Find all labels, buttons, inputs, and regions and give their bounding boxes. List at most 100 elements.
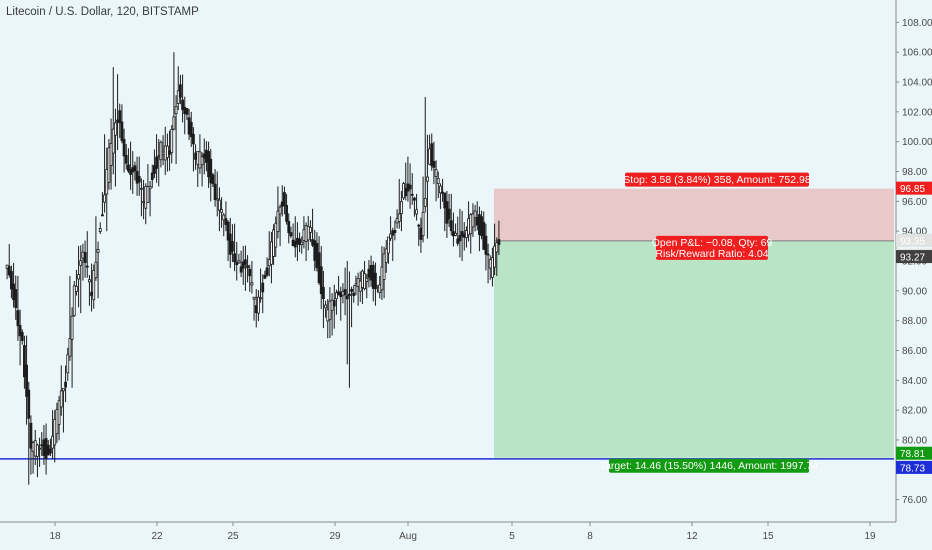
candle-body <box>189 121 193 138</box>
target-zone[interactable] <box>494 240 894 458</box>
candle-body <box>226 221 230 241</box>
candle-body <box>354 283 358 287</box>
candle-body <box>460 231 464 237</box>
candle-body <box>218 199 221 211</box>
candle-body <box>267 259 271 267</box>
candle-body <box>241 261 245 269</box>
candle-body <box>423 198 427 207</box>
candle-body <box>179 84 182 98</box>
candle-body <box>330 299 334 311</box>
candle-body <box>408 184 412 190</box>
candle-body <box>237 260 241 264</box>
candle-body <box>27 389 31 419</box>
candle-body <box>159 141 163 161</box>
candle-body <box>176 90 180 104</box>
candle-body <box>261 282 265 293</box>
candle-body <box>270 241 273 265</box>
x-tick-label: 25 <box>227 531 239 542</box>
candle-body <box>135 170 139 184</box>
candle-body <box>361 270 364 288</box>
price-tag-label-stop: 96.85 <box>900 184 925 195</box>
candle-body <box>315 242 319 268</box>
price-tag-stop <box>896 181 932 195</box>
candle-body <box>432 161 436 168</box>
price-tag-target <box>896 446 932 460</box>
y-tick-label: 90.00 <box>902 286 927 297</box>
pnl-box[interactable] <box>656 235 768 260</box>
candle-body <box>382 253 386 280</box>
candle-body <box>289 232 293 237</box>
candle-body <box>31 442 35 452</box>
price-tag-label-target: 78.81 <box>900 449 925 460</box>
candle-body <box>111 128 115 154</box>
candle-body <box>107 147 111 183</box>
candle-body <box>142 201 145 204</box>
stop-label-box[interactable] <box>625 172 809 187</box>
candle-body <box>148 186 152 190</box>
candle-body <box>131 167 135 173</box>
candle-body <box>83 252 87 263</box>
candle-body <box>85 265 89 268</box>
candle-body <box>170 129 174 154</box>
candle-body <box>64 381 67 388</box>
candle-body <box>304 225 308 242</box>
candle-body <box>343 289 347 296</box>
candle-body <box>326 309 330 322</box>
candle-body <box>161 151 165 155</box>
candle-body <box>280 201 284 207</box>
chart-title: Litecoin / U.S. Dollar, 120, BITSTAMP <box>6 6 199 18</box>
x-tick-label: Aug <box>399 531 417 542</box>
candle-body <box>339 292 343 298</box>
x-tick-label: 18 <box>49 531 61 542</box>
candle-body <box>98 228 102 232</box>
candle-body <box>311 239 314 246</box>
candle-body <box>445 201 449 224</box>
candle-body <box>233 253 236 263</box>
candle-body <box>317 252 321 284</box>
candle-body <box>467 218 470 236</box>
y-tick-label: 102.00 <box>902 107 932 118</box>
candle-body <box>57 400 61 425</box>
candle-body <box>228 233 232 255</box>
candle-body <box>137 176 141 183</box>
candle-body <box>116 119 119 123</box>
candle-body <box>185 108 189 115</box>
candle-body <box>276 210 280 232</box>
candle-body <box>55 409 59 435</box>
candle-body <box>183 106 187 114</box>
candle-body <box>484 235 488 255</box>
candle-body <box>358 280 362 292</box>
candle-body <box>124 155 128 164</box>
candle-body <box>469 214 473 235</box>
candle-body <box>166 145 169 158</box>
candle-body <box>146 186 150 203</box>
price-tag-entry <box>896 233 932 247</box>
y-tick-label: 94.00 <box>902 227 927 238</box>
candle-body <box>14 289 18 309</box>
stop-zone[interactable] <box>494 188 894 241</box>
candle-body <box>122 138 126 157</box>
candle-body <box>140 187 143 190</box>
candle-body <box>77 274 80 280</box>
target-label-box[interactable] <box>609 458 809 473</box>
candle-body <box>352 292 356 296</box>
candle-body <box>350 288 353 292</box>
candle-body <box>406 183 410 192</box>
price-tag-label-line: 78.73 <box>900 463 925 474</box>
y-tick-label: 88.00 <box>902 316 927 327</box>
y-tick-label: 84.00 <box>902 376 927 387</box>
candle-body <box>478 214 481 235</box>
candle-body <box>207 151 210 178</box>
candle-body <box>491 257 494 278</box>
candle-body <box>497 239 501 245</box>
x-tick-label: 19 <box>864 531 876 542</box>
candle-body <box>70 315 74 340</box>
candle-body <box>220 209 223 213</box>
y-tick-label: 96.00 <box>902 197 927 208</box>
candle-body <box>456 238 460 244</box>
candle-body <box>29 422 33 449</box>
candle-body <box>44 438 48 460</box>
candle-body <box>68 338 72 357</box>
